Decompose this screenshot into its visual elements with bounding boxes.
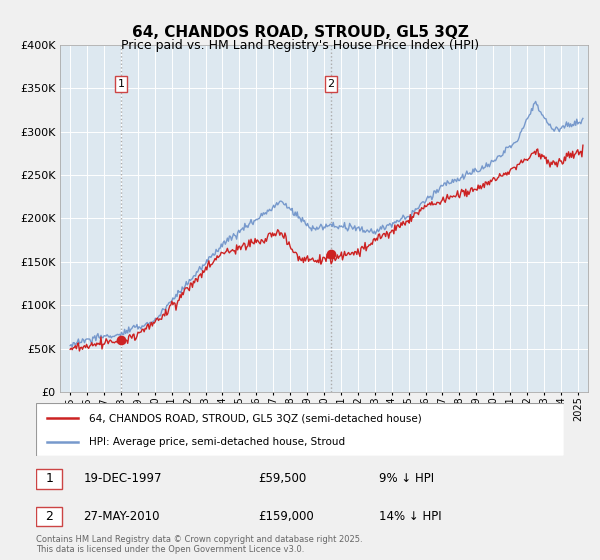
Text: 2: 2 — [45, 510, 53, 523]
Text: 1: 1 — [118, 79, 124, 89]
Text: HPI: Average price, semi-detached house, Stroud: HPI: Average price, semi-detached house,… — [89, 436, 345, 446]
Text: 19-DEC-1997: 19-DEC-1997 — [83, 472, 162, 486]
Text: Price paid vs. HM Land Registry's House Price Index (HPI): Price paid vs. HM Land Registry's House … — [121, 39, 479, 52]
Text: 1: 1 — [45, 472, 53, 486]
Text: 27-MAY-2010: 27-MAY-2010 — [83, 510, 160, 523]
FancyBboxPatch shape — [36, 469, 62, 488]
FancyBboxPatch shape — [36, 507, 62, 526]
Text: 9% ↓ HPI: 9% ↓ HPI — [379, 472, 434, 486]
Text: £59,500: £59,500 — [258, 472, 306, 486]
Text: 14% ↓ HPI: 14% ↓ HPI — [379, 510, 442, 523]
Text: 2: 2 — [328, 79, 335, 89]
Text: 64, CHANDOS ROAD, STROUD, GL5 3QZ (semi-detached house): 64, CHANDOS ROAD, STROUD, GL5 3QZ (semi-… — [89, 413, 422, 423]
Text: £159,000: £159,000 — [258, 510, 314, 523]
FancyBboxPatch shape — [36, 403, 564, 456]
Text: Contains HM Land Registry data © Crown copyright and database right 2025.
This d: Contains HM Land Registry data © Crown c… — [36, 535, 362, 554]
Text: 64, CHANDOS ROAD, STROUD, GL5 3QZ: 64, CHANDOS ROAD, STROUD, GL5 3QZ — [131, 25, 469, 40]
